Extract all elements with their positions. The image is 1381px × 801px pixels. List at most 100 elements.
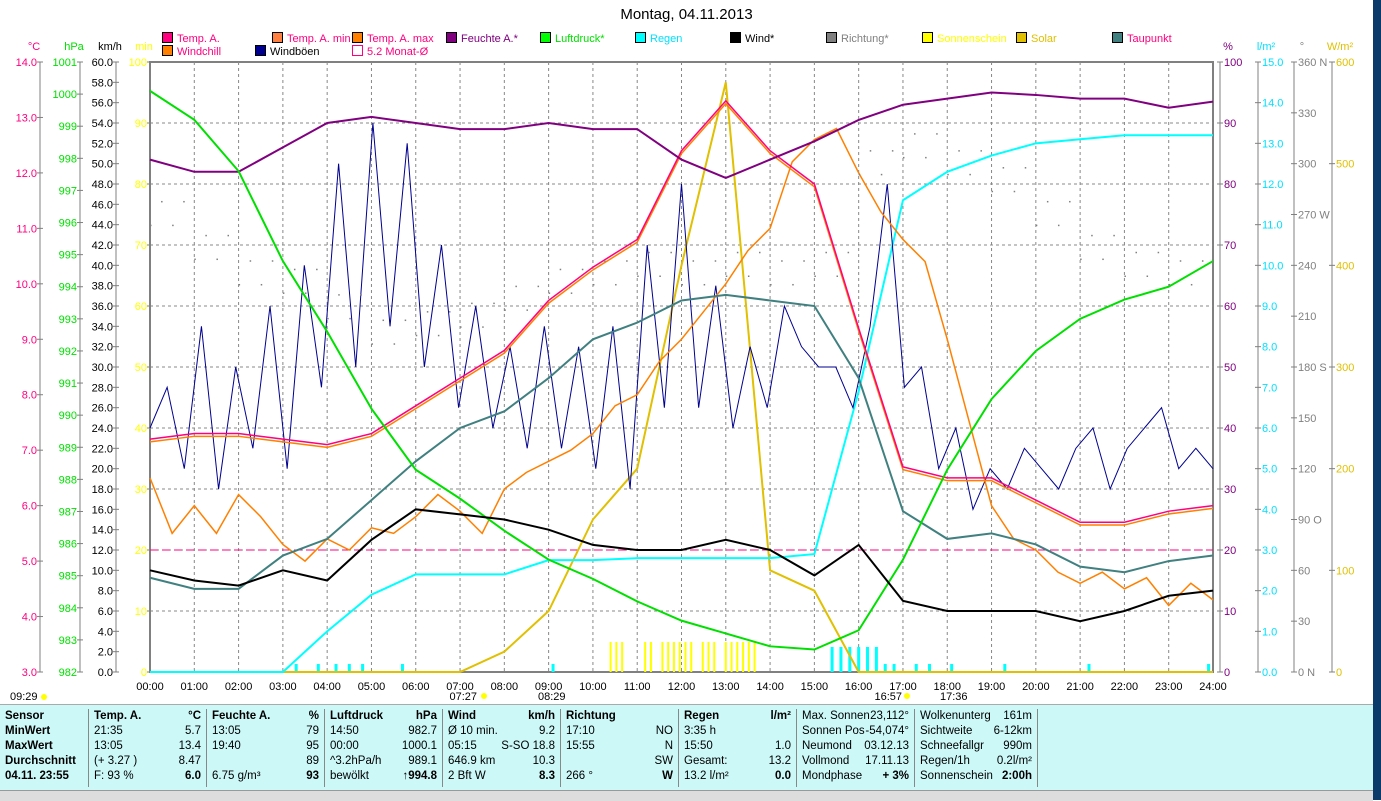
stats-cell: 15:55 — [566, 739, 595, 754]
stats-cell: 982.7 — [408, 724, 437, 739]
direction-dot — [958, 150, 960, 152]
axis-label-wind: 26.0 — [92, 403, 113, 415]
axis-label-wind: 14.0 — [92, 525, 113, 537]
stats-block: Max. Sonnen 23,112° Sonnen Pos -54,074° Neum… — [797, 709, 915, 787]
x-tick-label: 14:00 — [756, 681, 784, 693]
direction-dot — [670, 252, 672, 254]
stats-row: 21:35 5.7 — [89, 724, 206, 739]
stats-row: Ø 10 min. 9.2 — [443, 724, 560, 739]
x-tick-label: 13:00 — [712, 681, 740, 693]
direction-dot — [150, 225, 152, 227]
axis-label-wind: 4.0 — [98, 626, 113, 638]
x-tick-label: 22:00 — [1111, 681, 1139, 693]
direction-dot — [1014, 191, 1016, 193]
direction-dot — [969, 174, 971, 176]
stats-cell: 6-12km — [994, 724, 1032, 739]
stats-row: ^3.2hPa/h 989.1 — [325, 754, 442, 769]
stats-row: Sonnenschein 2:00h — [915, 769, 1037, 784]
axis-label-pressure: 983 — [59, 635, 77, 647]
stats-cell: bewölkt — [330, 769, 369, 784]
stats-cell: Sonnenschein — [920, 769, 993, 784]
stats-cell: Neumond — [802, 739, 852, 754]
axis-label-dir: 90 O — [1298, 515, 1322, 527]
axis-label-temp: 5.0 — [22, 556, 37, 568]
stats-cell: 13.2 — [769, 754, 791, 769]
axis-label-temp: 9.0 — [22, 334, 37, 346]
stats-cell: SW — [654, 754, 673, 769]
direction-dot — [261, 284, 263, 286]
axis-label-dir: 210 — [1298, 311, 1316, 323]
direction-dot — [593, 284, 595, 286]
axis-label-pressure: 982 — [59, 667, 77, 679]
direction-dot — [294, 269, 296, 271]
direction-dot — [460, 326, 462, 328]
stats-block: Sensor MinWert MaxWert Durchschnitt 04.11. 2… — [0, 709, 89, 787]
direction-dot — [250, 260, 252, 262]
stats-cell: Mondphase — [802, 769, 862, 784]
x-tick-label: 06:00 — [402, 681, 430, 693]
axis-label-rain: 6.0 — [1262, 423, 1277, 435]
direction-dot — [471, 303, 473, 305]
direction-dot — [726, 276, 728, 278]
stats-row: Luftdruck hPa — [325, 709, 442, 724]
stats-cell: 17.11.13 — [865, 754, 909, 769]
direction-dot — [903, 157, 905, 159]
axis-label-wind: 40.0 — [92, 260, 113, 272]
stats-cell: ^3.2hPa/h — [330, 754, 381, 769]
direction-dot — [1135, 252, 1137, 254]
direction-dot — [1025, 167, 1027, 169]
direction-dot — [1180, 260, 1182, 262]
stats-cell: Sensor — [5, 709, 44, 724]
axis-label-pressure: 1001 — [53, 57, 77, 69]
direction-dot — [394, 343, 396, 345]
axis-label-rain: 1.0 — [1262, 626, 1277, 638]
stats-block: Luftdruck hPa 14:50 982.7 00:00 1000.1 ^3.2hPa… — [325, 709, 443, 787]
stats-row: SW — [561, 754, 678, 769]
direction-dot — [1047, 201, 1049, 203]
axis-label-dir: 30 — [1298, 616, 1310, 628]
axis-label-rain: 14.0 — [1262, 98, 1283, 110]
direction-dot — [859, 174, 861, 176]
direction-dot — [1069, 201, 1071, 203]
axis-label-hum: 40 — [1224, 423, 1236, 435]
stats-cell: 03.12.13 — [864, 739, 909, 754]
axis-label-temp: 13.0 — [16, 112, 37, 124]
direction-dot — [194, 259, 196, 261]
stats-row: MaxWert — [0, 739, 88, 754]
axis-label-pressure: 989 — [59, 442, 77, 454]
axis-label-dir: 270 W — [1298, 210, 1330, 222]
stats-row: F: 93 % 6.0 — [89, 769, 206, 784]
stats-cell: 990m — [1003, 739, 1032, 754]
direction-dot — [980, 150, 982, 152]
direction-dot — [615, 284, 617, 286]
direction-dot — [1147, 276, 1149, 278]
x-tick-label: 05:00 — [358, 681, 386, 693]
stats-row: 15:55 N — [561, 739, 678, 754]
axis-label-wind: 18.0 — [92, 484, 113, 496]
direction-dot — [914, 133, 916, 135]
axis-label-hum: 0 — [1224, 667, 1230, 679]
axis-label-temp: 12.0 — [16, 168, 37, 180]
stats-cell: 8.3 — [539, 769, 555, 784]
axis-label-wind: 24.0 — [92, 423, 113, 435]
x-tick-label: 20:00 — [1022, 681, 1050, 693]
direction-dot — [427, 311, 429, 313]
direction-dot — [338, 294, 340, 296]
x-tick-label: 24:00 — [1199, 681, 1227, 693]
direction-dot — [825, 252, 827, 254]
stats-cell: Schneefallgr — [920, 739, 984, 754]
axis-label-wind: 58.0 — [92, 77, 113, 89]
direction-dot — [1202, 260, 1204, 262]
stats-cell: 00:00 — [330, 739, 359, 754]
stats-cell: 05:15 — [448, 739, 477, 754]
stats-cell: F: 93 % — [94, 769, 134, 784]
stats-block: Temp. A. °C 21:35 5.7 13:05 13.4 (+ 3.27 ) 8.47… — [89, 709, 207, 787]
axis-label-pressure: 985 — [59, 571, 77, 583]
direction-dot — [515, 286, 517, 288]
axis-label-dir: 150 — [1298, 413, 1316, 425]
stats-cell: 1.0 — [775, 739, 791, 754]
stats-cell: 8.47 — [179, 754, 201, 769]
stats-cell: Sichtweite — [920, 724, 972, 739]
axis-label-dir: 120 — [1298, 464, 1316, 476]
direction-dot — [183, 201, 185, 203]
